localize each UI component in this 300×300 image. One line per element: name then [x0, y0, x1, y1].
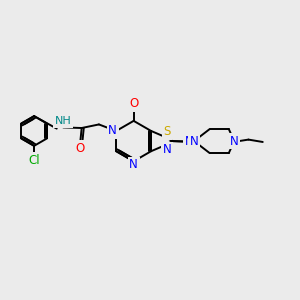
Text: N: N [184, 135, 194, 148]
Text: O: O [129, 97, 138, 110]
Text: N: N [108, 124, 117, 137]
Text: N: N [190, 135, 199, 148]
Text: Cl: Cl [28, 154, 40, 166]
Text: N: N [163, 143, 172, 156]
Text: O: O [75, 142, 84, 155]
Text: N: N [129, 158, 138, 171]
Text: NH: NH [55, 116, 71, 127]
Text: S: S [164, 125, 171, 138]
Text: N: N [230, 135, 239, 148]
